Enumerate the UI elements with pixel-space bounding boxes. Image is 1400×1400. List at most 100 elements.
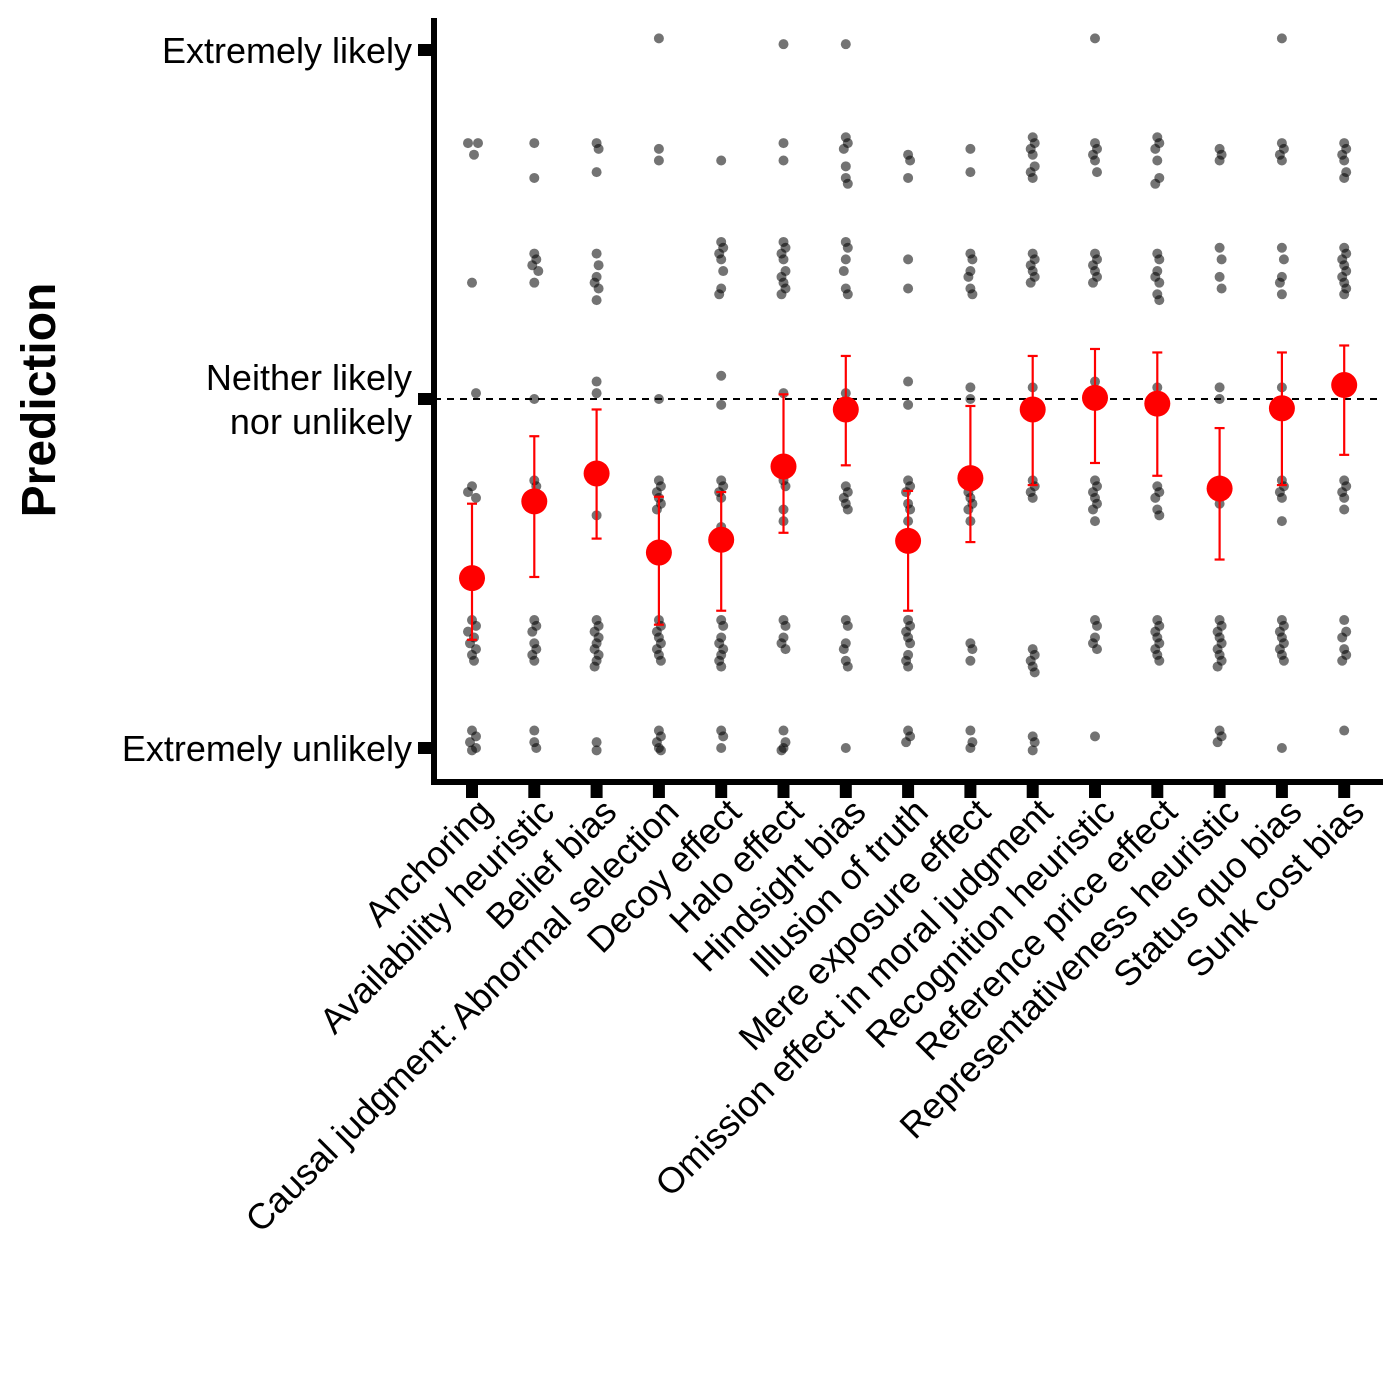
raw-point xyxy=(840,254,851,265)
raw-point xyxy=(1027,745,1038,756)
raw-point xyxy=(651,504,662,515)
raw-point xyxy=(840,39,851,50)
raw-point xyxy=(1274,277,1285,288)
mean-point xyxy=(1331,372,1358,399)
raw-point xyxy=(776,289,787,300)
raw-point xyxy=(1337,655,1348,666)
raw-point xyxy=(1339,492,1350,503)
raw-point xyxy=(965,655,976,666)
x-tick-mark xyxy=(902,784,915,798)
raw-point xyxy=(473,138,483,149)
mean-point xyxy=(895,527,922,554)
raw-point xyxy=(653,143,664,154)
raw-point xyxy=(1150,178,1161,189)
raw-point xyxy=(778,254,789,265)
raw-point xyxy=(780,620,791,631)
raw-point xyxy=(1276,743,1287,753)
raw-point xyxy=(1339,615,1350,626)
raw-point xyxy=(529,725,540,736)
raw-point xyxy=(1088,277,1098,288)
raw-point xyxy=(593,260,604,271)
raw-point xyxy=(1276,242,1287,253)
raw-point xyxy=(1214,382,1225,393)
raw-point xyxy=(842,620,853,631)
raw-point xyxy=(531,743,542,753)
raw-point xyxy=(1090,33,1100,44)
raw-point xyxy=(1216,254,1227,265)
mean-point xyxy=(583,460,610,487)
raw-point xyxy=(1339,155,1350,166)
raw-point xyxy=(463,487,473,498)
error-bar xyxy=(1339,344,1350,456)
mean-point xyxy=(1268,395,1295,422)
raw-point xyxy=(655,745,666,756)
raw-point xyxy=(903,172,914,183)
raw-point xyxy=(1339,725,1350,736)
raw-point xyxy=(967,644,978,655)
raw-point xyxy=(471,388,481,399)
raw-point xyxy=(1276,492,1287,503)
raw-point xyxy=(593,143,604,154)
mean-point xyxy=(957,465,984,492)
x-tick-mark xyxy=(1026,784,1039,798)
raw-point xyxy=(903,376,914,387)
mean-point xyxy=(521,488,548,515)
raw-point xyxy=(1212,737,1223,748)
raw-points-layer xyxy=(463,33,1352,756)
mean-point xyxy=(770,453,797,480)
raw-point xyxy=(1276,516,1287,527)
raw-point xyxy=(529,277,540,288)
raw-point xyxy=(591,737,602,748)
raw-point xyxy=(591,388,602,399)
raw-point xyxy=(718,620,729,631)
raw-point xyxy=(655,655,666,666)
raw-point xyxy=(653,33,664,44)
raw-point xyxy=(903,254,914,265)
raw-point xyxy=(716,254,727,265)
x-tick-mark xyxy=(1151,784,1164,798)
raw-point xyxy=(714,289,725,300)
raw-point xyxy=(653,155,664,166)
raw-point xyxy=(963,504,974,515)
raw-point xyxy=(903,661,914,672)
raw-point xyxy=(591,745,602,756)
raw-point xyxy=(778,725,789,736)
raw-point xyxy=(469,655,479,666)
raw-point xyxy=(467,745,477,756)
raw-point xyxy=(965,743,976,753)
raw-point xyxy=(716,155,727,166)
raw-point xyxy=(716,661,727,672)
raw-point xyxy=(965,382,976,393)
x-tick-mark xyxy=(964,784,977,798)
raw-point xyxy=(778,138,789,149)
x-tick-mark xyxy=(1089,784,1101,798)
raw-point xyxy=(1027,149,1038,160)
raw-point xyxy=(467,277,477,288)
raw-point xyxy=(1029,667,1040,678)
x-tick-mark xyxy=(466,784,478,798)
raw-point xyxy=(840,743,851,753)
raw-point xyxy=(716,743,727,753)
x-tick-label: Causal judgment: Abnormal selection xyxy=(237,791,686,1240)
raw-point xyxy=(965,143,976,154)
raw-point xyxy=(1027,492,1038,503)
raw-point xyxy=(1278,655,1289,666)
x-tick-mark xyxy=(652,784,665,798)
raw-point xyxy=(838,143,849,154)
x-tick-mark xyxy=(1338,784,1351,798)
raw-point xyxy=(591,295,602,306)
raw-point xyxy=(905,638,916,649)
mean-point xyxy=(645,539,672,566)
raw-point xyxy=(1090,516,1100,527)
mean-point xyxy=(1144,390,1171,417)
raw-point xyxy=(965,725,976,736)
mean-point xyxy=(708,526,735,553)
raw-point xyxy=(471,620,481,631)
raw-point xyxy=(718,731,729,742)
raw-point xyxy=(1150,143,1161,154)
raw-point xyxy=(1092,620,1102,631)
raw-point xyxy=(905,155,916,166)
raw-point xyxy=(1027,172,1038,183)
raw-point xyxy=(901,737,912,748)
